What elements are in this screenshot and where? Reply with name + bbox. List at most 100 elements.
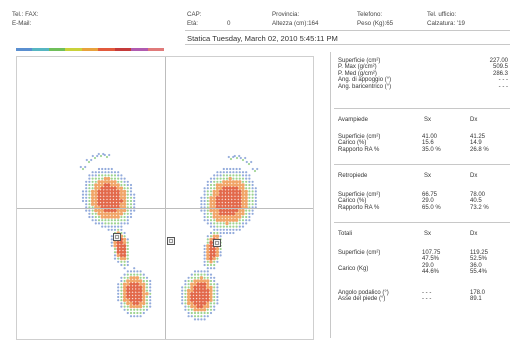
pressure-dot <box>213 299 216 302</box>
pressure-dot <box>122 250 127 254</box>
pressure-dot <box>202 292 207 296</box>
pressure-dot <box>241 171 245 174</box>
pressure-dot <box>110 177 113 180</box>
pressure-dot <box>132 301 136 306</box>
pressure-dot <box>181 295 184 299</box>
pressure-dot <box>129 276 133 280</box>
pressure-dot <box>206 260 209 263</box>
angolo-podalico-label: Angolo podalico (°) <box>338 290 389 296</box>
pressure-dot <box>216 286 219 289</box>
pressure-dot <box>197 311 200 315</box>
pressure-dot <box>132 298 136 302</box>
pressure-dot <box>107 171 110 174</box>
toe-pressure-dot <box>244 156 247 160</box>
pressure-dot <box>202 288 207 293</box>
pressure-dot <box>97 215 101 219</box>
pressure-dot <box>209 190 213 193</box>
pressure-dot <box>196 282 200 286</box>
pressure-dot <box>218 189 223 194</box>
pressure-dot <box>231 202 236 206</box>
pressure-dot <box>209 308 213 311</box>
pressure-dot <box>241 212 245 216</box>
pressure-dot <box>126 238 129 241</box>
pressure-dot <box>129 279 133 283</box>
pressure-dot <box>116 250 120 254</box>
retropiede-superficie-label: Superficie (cm²) <box>338 192 381 198</box>
pressure-dot <box>238 177 241 180</box>
pressure-dot <box>97 192 101 197</box>
pressure-dot <box>142 288 146 293</box>
pressure-dot <box>90 189 95 194</box>
pressure-dot <box>206 203 209 206</box>
pressure-dot <box>119 247 124 251</box>
pressure-dot <box>142 292 146 296</box>
pressure-dot <box>91 209 94 212</box>
pressure-dot <box>149 295 152 299</box>
pressure-dot <box>209 225 213 228</box>
pressure-dot <box>117 225 120 228</box>
pressure-dot <box>120 279 123 283</box>
ang-appoggio-label: Ang. di appoggio (°) <box>338 77 392 84</box>
pressure-dot <box>245 180 248 183</box>
toe-pressure-dot <box>251 167 254 171</box>
pressure-dot <box>248 180 251 183</box>
p-med-label: P. Med (g/cm²) <box>338 70 377 77</box>
pressure-dot <box>119 250 124 254</box>
pressure-dot <box>244 196 248 200</box>
pressure-dot <box>206 304 210 309</box>
pressure-dot <box>222 208 226 213</box>
pressure-dot <box>209 250 213 254</box>
pressure-dot <box>212 250 216 254</box>
pressure-dot <box>126 301 130 306</box>
pressure-dot <box>196 298 200 302</box>
pressure-dot <box>202 282 207 286</box>
pressure-dot <box>222 192 226 197</box>
totali-dx-header: Dx <box>470 231 478 237</box>
pressure-dot <box>209 311 213 315</box>
pressure-dot <box>251 196 254 199</box>
pressure-dot <box>138 282 143 286</box>
pressure-dot <box>88 180 91 183</box>
pressure-dot <box>228 202 232 206</box>
pressure-dot <box>123 276 126 279</box>
pressure-dot <box>206 285 210 290</box>
pressure-dot <box>206 247 210 251</box>
pressure-dot <box>123 180 126 183</box>
pressure-dot <box>209 208 213 213</box>
pressure-dot <box>209 305 213 308</box>
toe-pressure-dot <box>91 154 94 158</box>
pressure-dot <box>129 282 133 286</box>
pressure-dot <box>193 279 197 283</box>
pressure-dot <box>126 196 129 199</box>
angles-sx-values: - - - - - - <box>422 290 431 303</box>
pressure-dot <box>90 196 95 200</box>
pressure-dot <box>116 199 120 203</box>
pressure-dot <box>216 299 219 302</box>
totali-sx-header: Sx <box>424 231 432 237</box>
pressure-dot <box>126 215 129 219</box>
pressure-dot <box>110 235 113 238</box>
pressure-dot <box>97 174 101 177</box>
pressure-dot <box>103 180 108 184</box>
pressure-dot <box>104 222 107 225</box>
retropiede-dx-header: Dx <box>470 173 478 179</box>
pressure-dot <box>193 285 197 290</box>
pressure-dot <box>234 180 239 184</box>
pressure-dot <box>206 298 210 302</box>
pressure-dot <box>203 247 206 251</box>
pressure-dot <box>94 186 98 190</box>
pressure-dot <box>197 315 200 318</box>
pressure-dot <box>113 244 117 248</box>
pressure-dot <box>94 183 98 187</box>
pressure-dot <box>94 215 97 219</box>
toe-pressure-dot <box>85 158 88 162</box>
pressure-dot <box>81 193 85 196</box>
pressure-dot <box>181 299 184 302</box>
pressure-dot <box>241 215 245 219</box>
pressure-dot <box>206 199 209 203</box>
retropiede-rapporto-sx: 65.0 % <box>422 204 441 211</box>
pressure-dot <box>238 196 242 200</box>
pressure-dot <box>206 273 209 276</box>
pressure-dot <box>213 228 216 231</box>
pressure-dot <box>215 218 220 222</box>
